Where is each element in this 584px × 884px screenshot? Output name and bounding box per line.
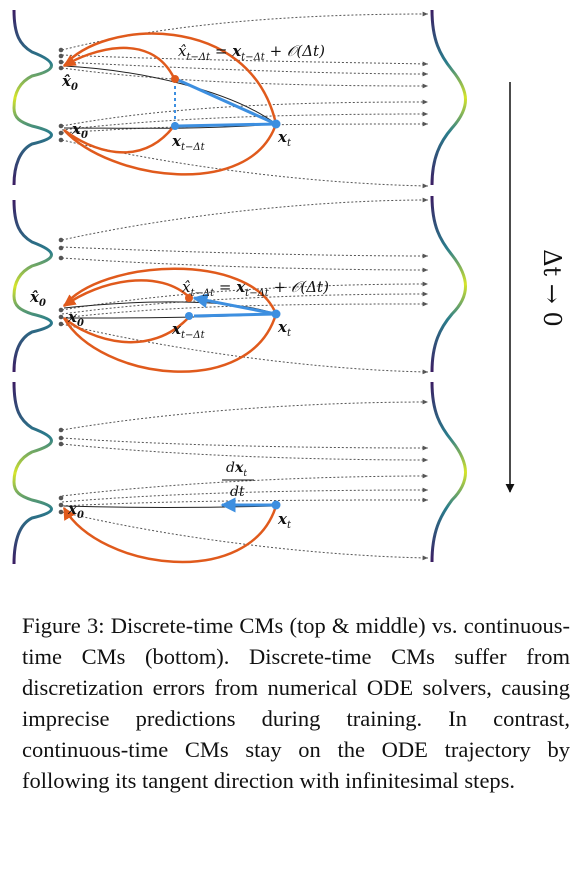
consistency-arc — [62, 279, 191, 308]
label-x-t: xt — [277, 128, 292, 149]
caption-label: Figure 3: — [22, 613, 105, 638]
right-density-curve — [430, 381, 467, 563]
consistency-arc — [63, 267, 278, 315]
start-dots — [58, 427, 64, 515]
label-x0: x0 — [71, 120, 88, 141]
dotted-rays — [61, 399, 429, 561]
solver-step — [177, 78, 277, 126]
panel-top: x̂t−Δt = xt−Δt + 𝒪(Δt) x̂0 x0 xt−Δt xt — [12, 9, 467, 189]
panel-middle: x̂t−Δt = xt−Δt + 𝒪(Δt) x̂0 x0 xt−Δt xt — [12, 195, 467, 375]
point-x-hat-t-minus — [185, 294, 193, 302]
consistency-arc — [63, 123, 278, 176]
side-label: Δt → 0 — [538, 249, 566, 327]
dotted-rays — [61, 197, 429, 375]
ode-trajectory — [63, 505, 277, 508]
label-equation: x̂t−Δt = xt−Δt + 𝒪(Δt) — [182, 278, 329, 299]
label-x0: x0 — [67, 308, 84, 329]
point-x-t — [271, 119, 281, 129]
label-x0: x0 — [67, 500, 84, 521]
consistency-arc — [63, 125, 175, 154]
figure-caption: Figure 3: Discrete-time CMs (top & middl… — [22, 610, 570, 796]
panel-bottom: dxt dt x0 xt — [12, 381, 467, 565]
consistency-arc — [63, 32, 278, 125]
label-x0-hat: x̂0 — [29, 288, 46, 309]
ode-trajectory — [63, 65, 277, 125]
label-derivative-den: dt — [230, 484, 245, 500]
consistency-model-diagram: x̂t−Δt = xt−Δt + 𝒪(Δt) x̂0 x0 xt−Δt xt — [12, 9, 566, 565]
delta-t-axis: Δt → 0 — [505, 82, 566, 493]
point-x-t — [271, 309, 281, 319]
point-x-t-minus — [171, 122, 179, 130]
point-x-t-minus — [185, 312, 193, 320]
left-density-curve — [12, 9, 53, 186]
solver-step — [177, 122, 277, 128]
point-x-t — [271, 500, 281, 510]
consistency-arc — [62, 505, 278, 564]
start-dots — [58, 47, 64, 143]
label-derivative-num: dxt — [226, 460, 247, 479]
consistency-arc — [63, 315, 191, 344]
label-x-t: xt — [277, 318, 292, 339]
consistency-arc — [62, 313, 278, 373]
right-density-curve — [430, 195, 467, 373]
left-density-curve — [12, 381, 53, 565]
label-x-t-minus: xt−Δt — [171, 320, 206, 341]
consistency-arc — [62, 46, 176, 79]
point-x-hat-t-minus — [171, 75, 179, 83]
right-density-curve — [430, 9, 467, 186]
left-density-curve — [12, 199, 53, 373]
start-dots — [58, 237, 64, 327]
caption-text: Discrete-time CMs (top & middle) vs. con… — [22, 613, 571, 793]
label-equation: x̂t−Δt = xt−Δt + 𝒪(Δt) — [178, 42, 325, 63]
label-x-t-minus: xt−Δt — [171, 132, 206, 153]
solver-step — [193, 312, 277, 318]
solver-step — [192, 293, 277, 316]
label-x-t: xt — [277, 510, 292, 531]
label-x0-hat: x̂0 — [61, 72, 78, 93]
